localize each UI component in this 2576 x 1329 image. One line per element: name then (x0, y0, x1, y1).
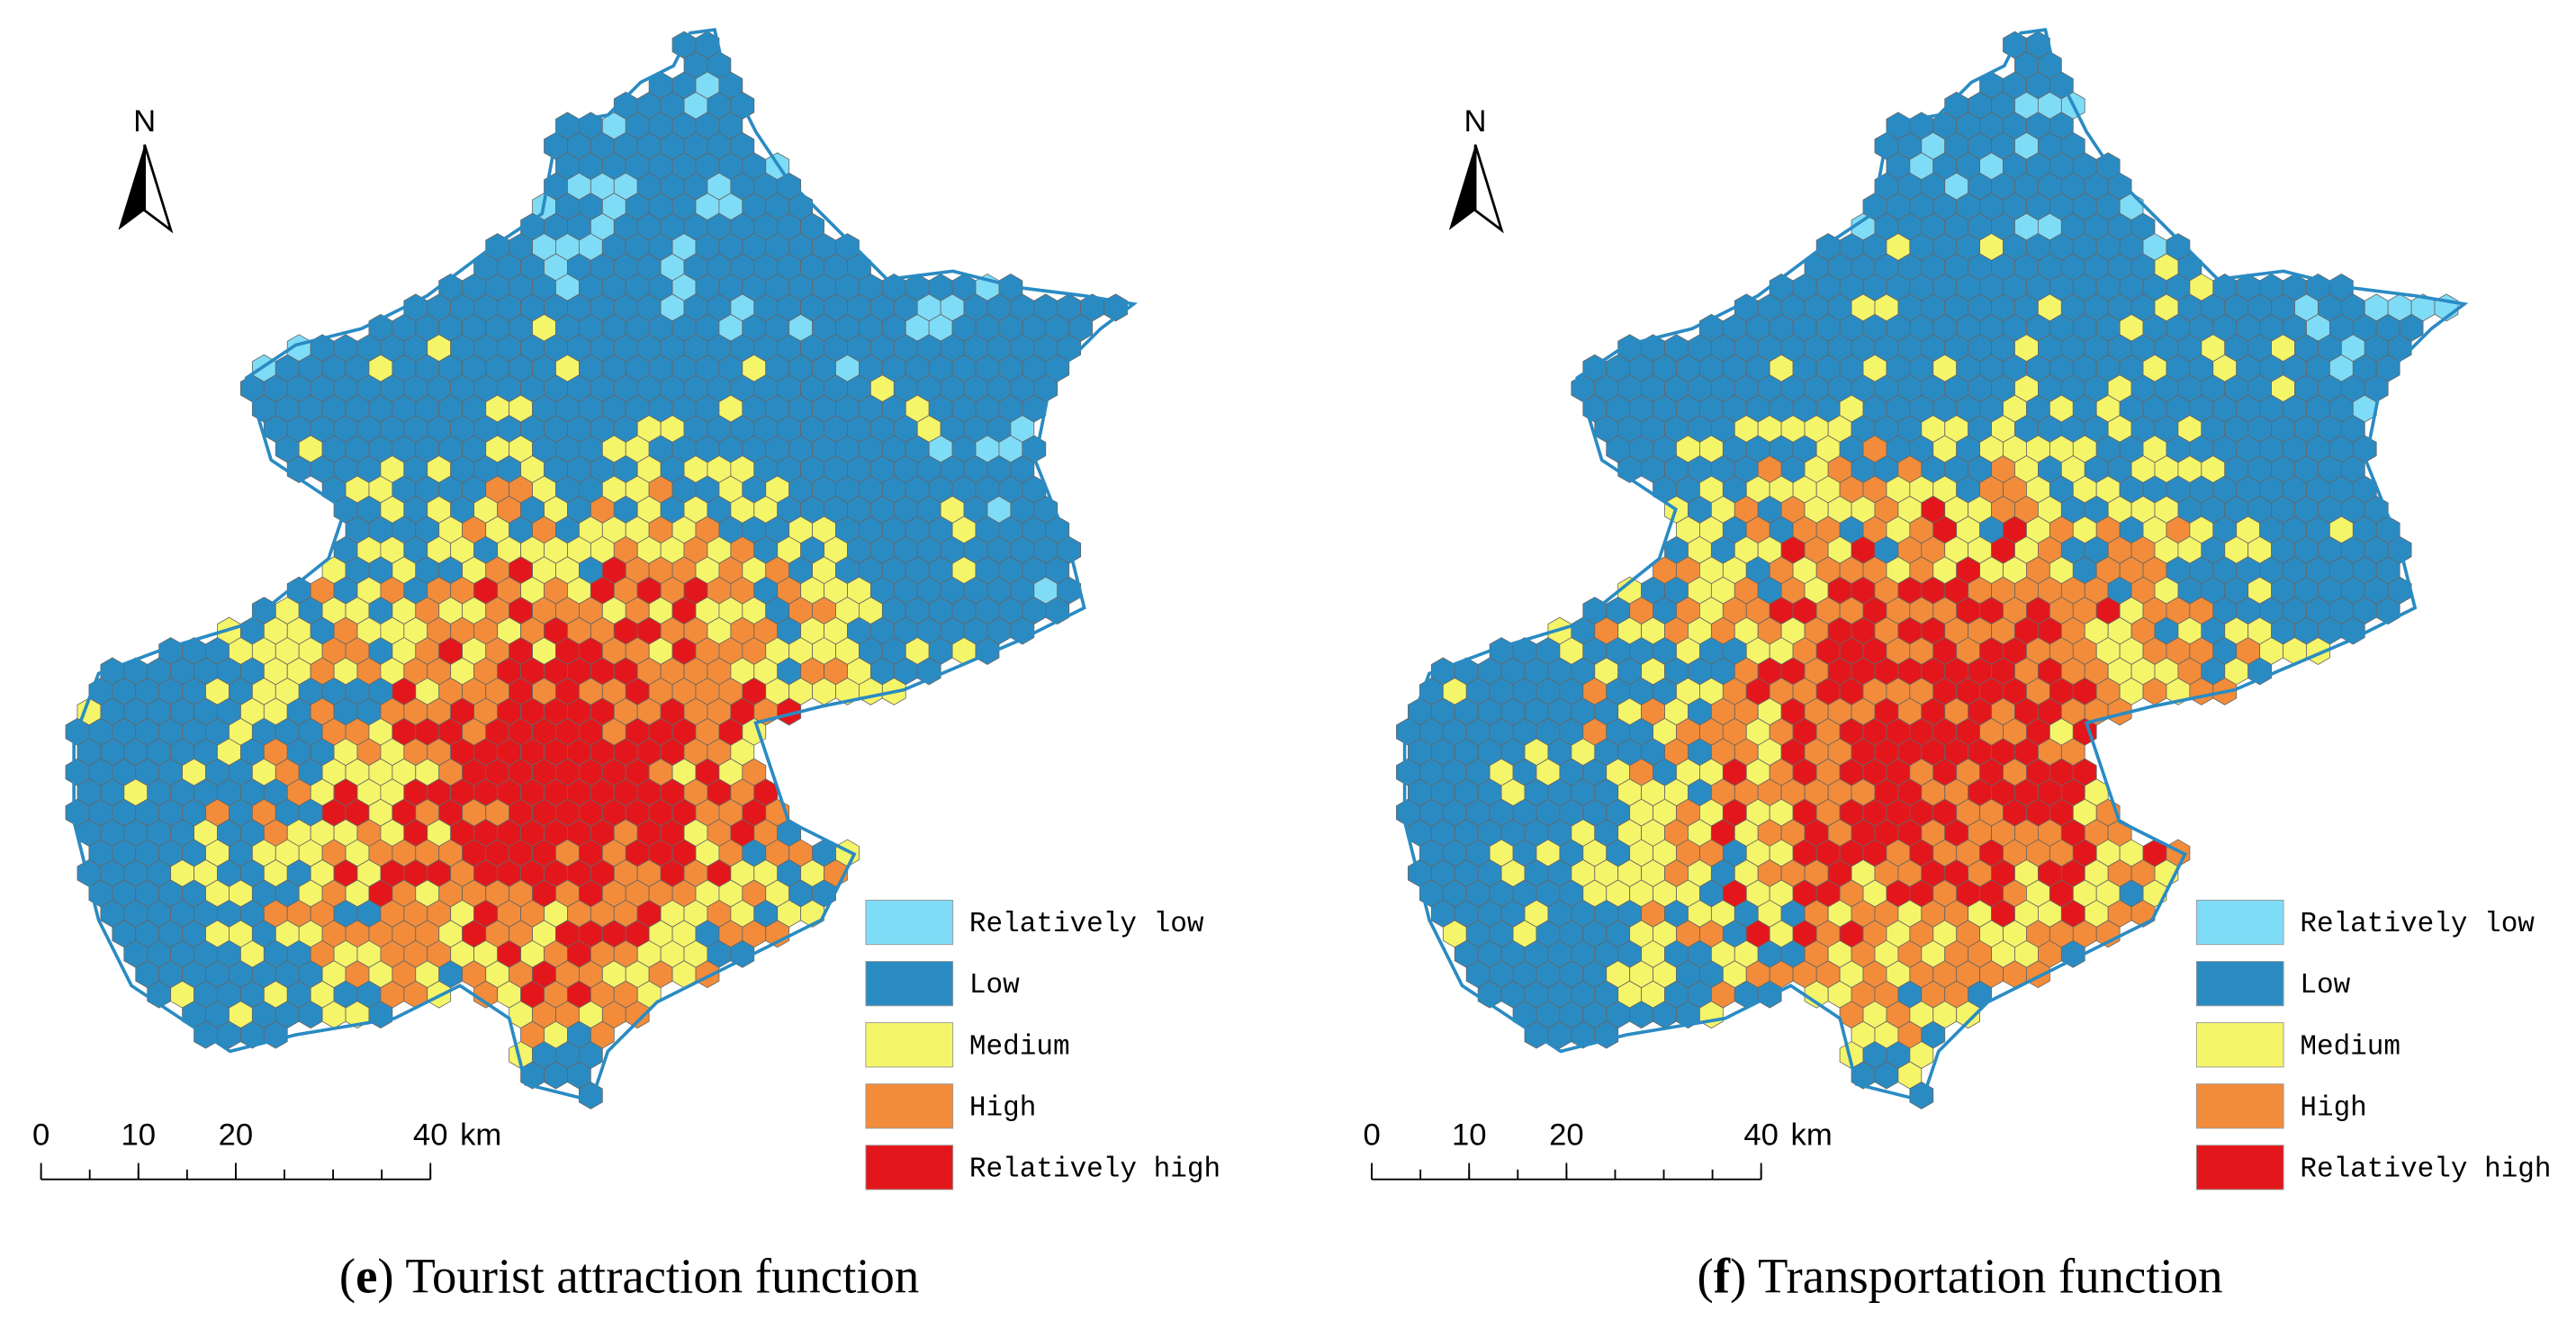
scale-unit: km (460, 1118, 501, 1152)
caption-prefix: ( (339, 1249, 356, 1304)
legend-label: Medium (2300, 1031, 2400, 1063)
caption: (f) Transportation function (1698, 1249, 2223, 1304)
scale-label: 10 (1452, 1118, 1487, 1152)
scale-label: 40 (413, 1118, 448, 1152)
legend-swatch (865, 899, 954, 946)
legend-label: Relatively high (969, 1154, 1220, 1185)
scale-label: 0 (32, 1118, 50, 1152)
caption: (e) Tourist attraction function (339, 1249, 919, 1304)
region-outline (72, 28, 1138, 1103)
hex-cell (625, 1001, 650, 1029)
legend-label: High (2300, 1092, 2366, 1124)
north-label: N (133, 104, 156, 139)
scale-label: 20 (219, 1118, 254, 1152)
north-arrow-right (143, 144, 174, 234)
scale-unit: km (1791, 1118, 1833, 1152)
legend-swatch (2195, 1145, 2284, 1190)
legend-label: Relatively high (2300, 1154, 2551, 1185)
scale-label: 20 (1549, 1118, 1584, 1152)
map-panel: N 0 10 20 40 km Relatively low Low Medium High Rel… (32, 28, 1220, 1304)
legend-swatch (865, 961, 954, 1007)
scale-label: 10 (121, 1118, 156, 1152)
legend-swatch (865, 1145, 954, 1190)
legend-swatch (2195, 1022, 2284, 1068)
north-label: N (1464, 104, 1487, 139)
legend-label: Relatively low (2300, 909, 2535, 940)
hex-grid (1396, 31, 2459, 1109)
map-panel: N 0 10 20 40 km Relatively low Low Medium High Rel… (1363, 28, 2552, 1304)
legend-label: Medium (969, 1031, 1070, 1063)
legend-swatch (2195, 1083, 2284, 1129)
legend-swatch (865, 1022, 954, 1068)
scale-label: 40 (1743, 1118, 1779, 1152)
caption-text: ) Transportation function (1730, 1249, 2222, 1304)
caption-prefix: ( (1698, 1249, 1714, 1304)
legend-swatch (2195, 961, 2284, 1007)
legend-label: High (969, 1092, 1036, 1124)
legend-label: Low (2300, 970, 2350, 1001)
north-arrow-left (1448, 144, 1476, 230)
legend-label: Low (969, 970, 1020, 1001)
hex-cell (1956, 1001, 1981, 1029)
legend-swatch (865, 1083, 954, 1129)
north-arrow-left (118, 144, 145, 230)
caption-letter: e (356, 1249, 377, 1304)
caption-letter: f (1714, 1249, 1731, 1304)
region-outline (1402, 28, 2469, 1103)
north-arrow-right (1473, 144, 1504, 234)
caption-text: ) Tourist attraction function (377, 1249, 919, 1304)
legend-swatch (2195, 899, 2284, 946)
hex-grid (65, 31, 1128, 1109)
scale-label: 0 (1363, 1118, 1380, 1152)
legend-label: Relatively low (969, 909, 1204, 940)
